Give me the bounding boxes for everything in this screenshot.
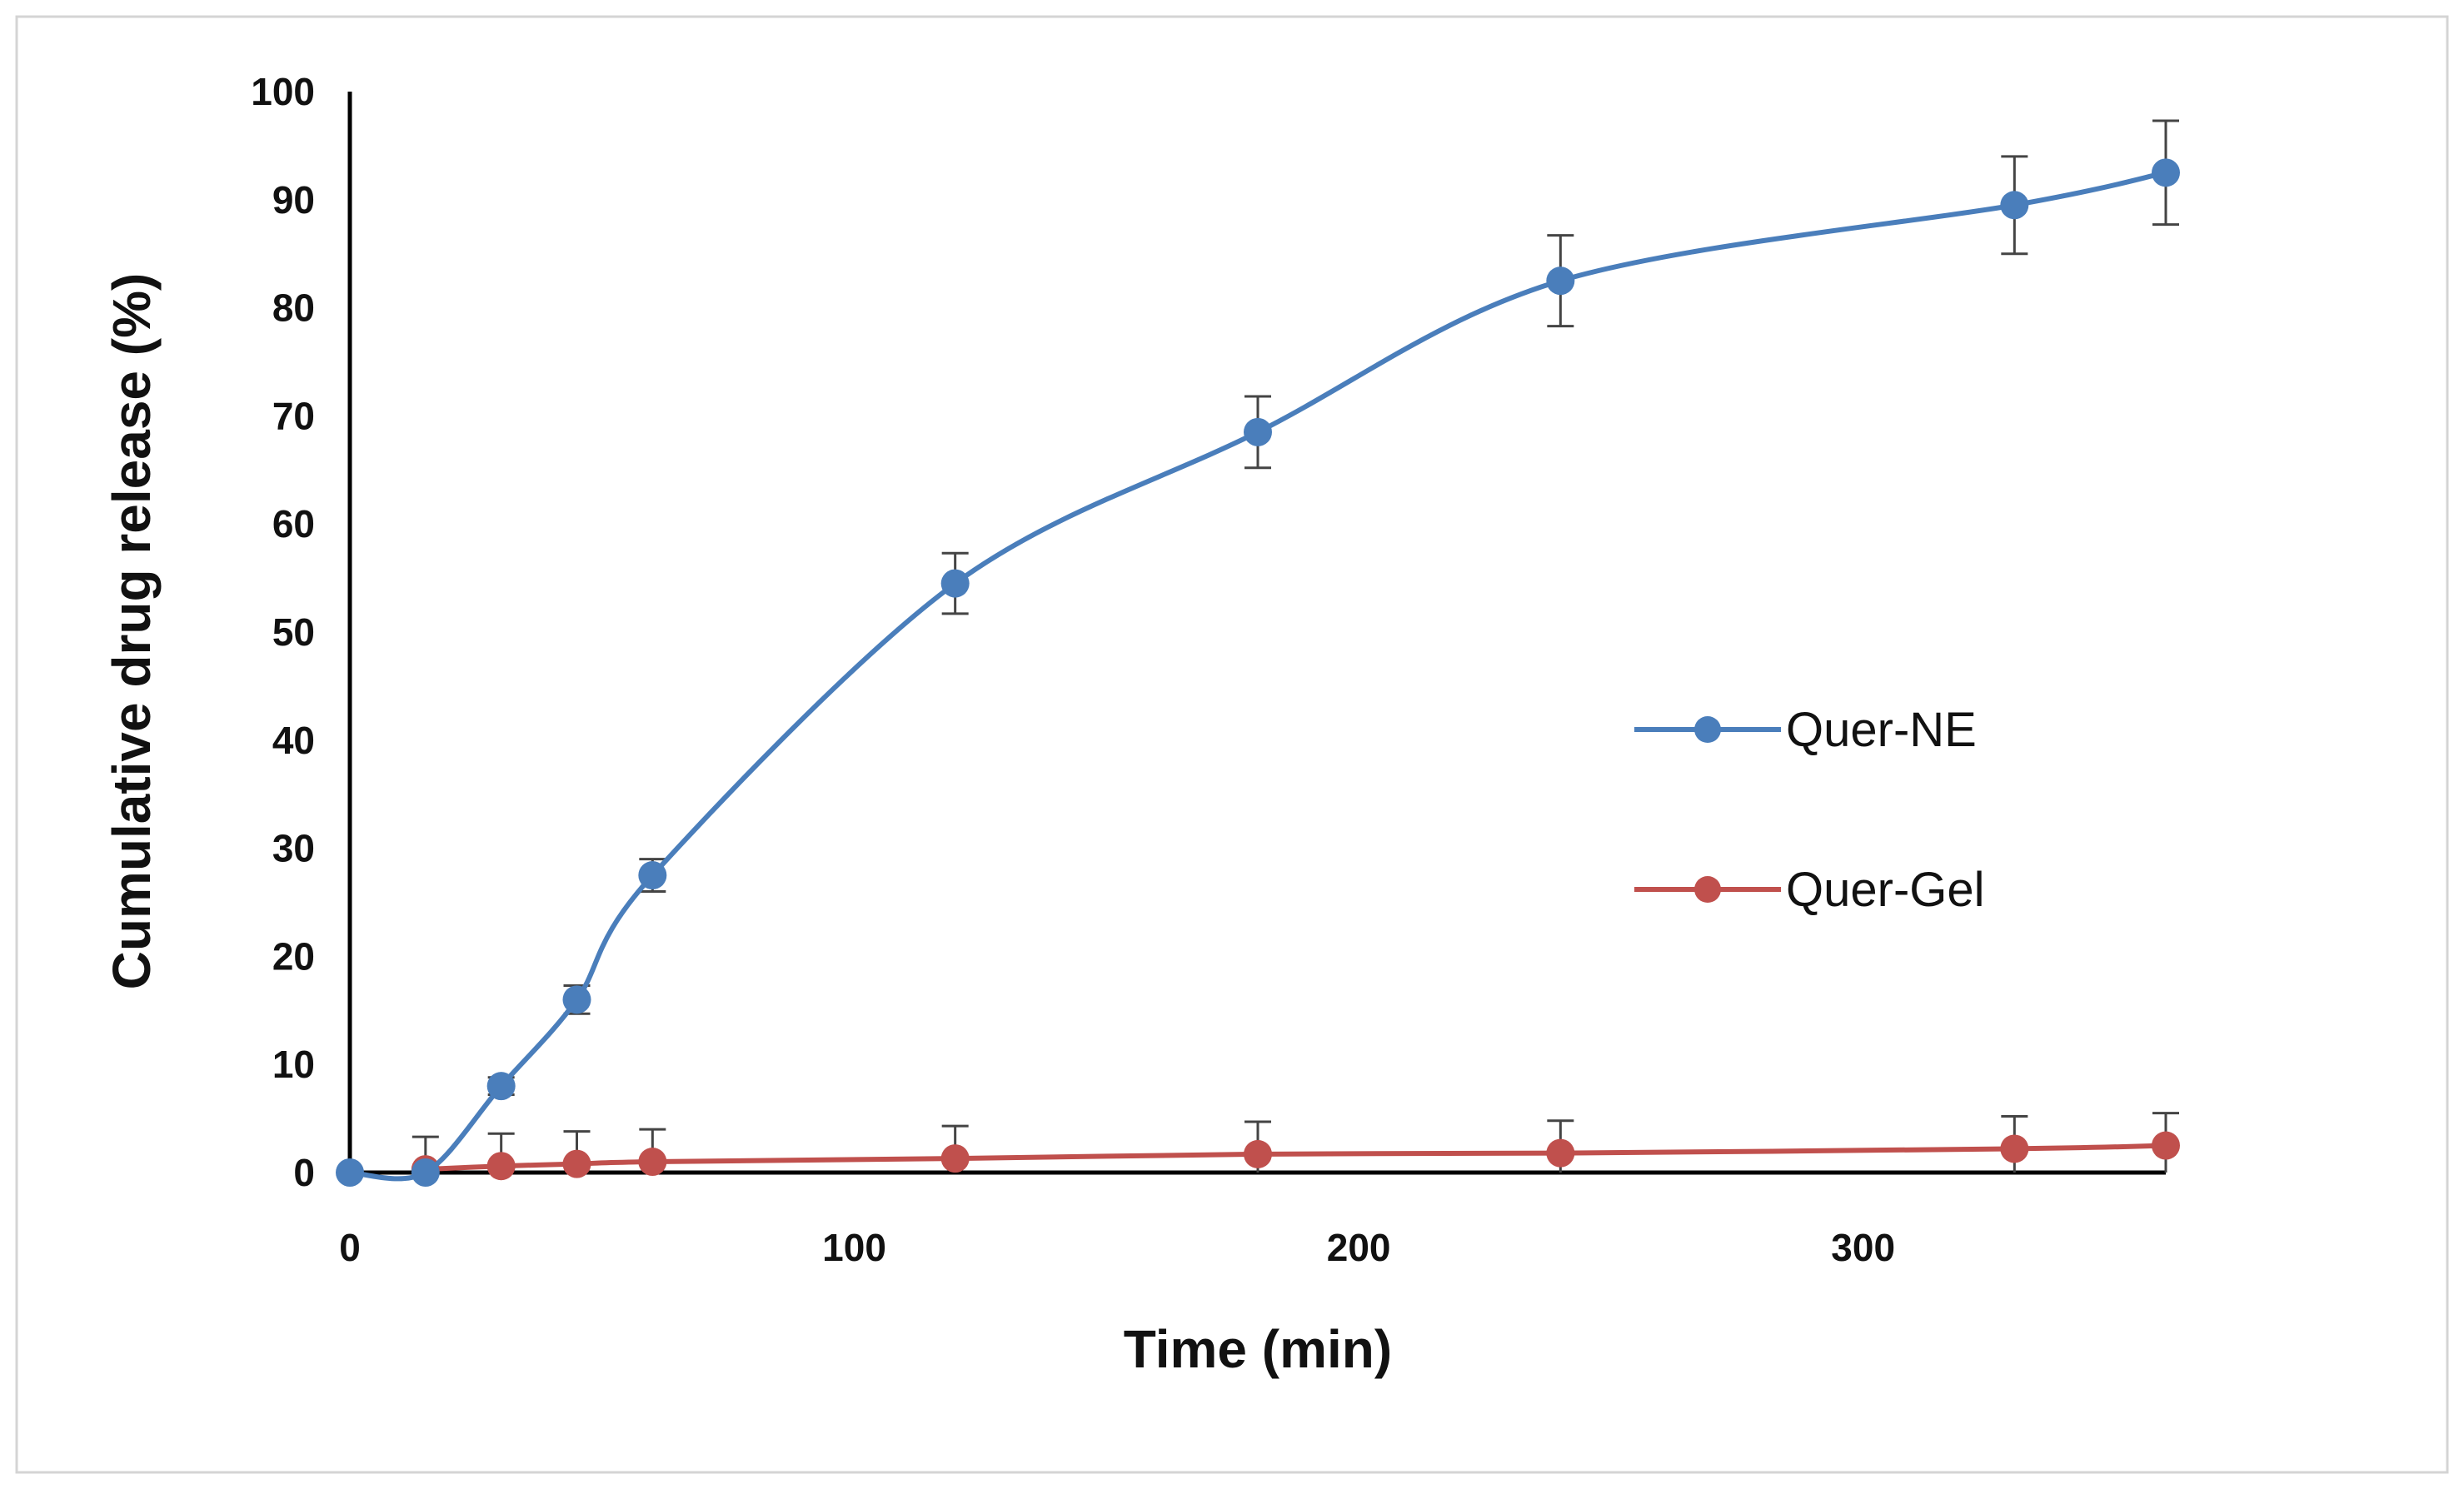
data-point	[562, 1149, 591, 1178]
data-point	[411, 1158, 440, 1187]
data-point	[638, 861, 667, 890]
data-point	[2000, 1134, 2029, 1163]
y-tick-label: 50	[272, 610, 315, 654]
y-axis-title: Cumulative drug release (%)	[102, 273, 162, 990]
y-tick-label: 10	[272, 1043, 315, 1086]
data-point	[336, 1158, 364, 1187]
y-tick-label: 90	[272, 178, 315, 222]
y-tick-label: 100	[251, 70, 315, 113]
x-tick-label: 100	[822, 1226, 886, 1269]
legend-marker-quer-gel	[1694, 876, 1721, 903]
series-quer-ne	[336, 119, 2180, 1187]
data-point	[1244, 417, 1272, 446]
data-point	[562, 985, 591, 1014]
data-point	[1546, 266, 1575, 296]
x-axis-title: Time (min)	[1124, 1319, 1392, 1379]
data-point	[638, 1148, 667, 1177]
series-quer-gel	[411, 1112, 2180, 1184]
data-point	[2000, 191, 2029, 220]
y-tick-label: 80	[272, 286, 315, 330]
x-tick-label: 0	[339, 1226, 361, 1269]
plot-series	[336, 119, 2180, 1187]
y-axis: 0 10 20 30 40 50 60 70 80 90 100	[251, 70, 352, 1194]
x-tick-label: 300	[1831, 1226, 1895, 1269]
y-tick-label: 0	[293, 1151, 315, 1194]
data-point	[2152, 158, 2180, 187]
data-point	[940, 569, 970, 598]
y-tick-label: 20	[272, 934, 315, 978]
data-point	[486, 1072, 516, 1101]
data-point	[940, 1144, 970, 1173]
legend: Quer-NE Quer-Gel	[1634, 703, 1985, 917]
x-tick-label: 200	[1327, 1226, 1391, 1269]
data-point	[486, 1152, 516, 1181]
y-tick-label: 70	[272, 394, 315, 437]
y-tick-label: 30	[272, 827, 315, 870]
data-point	[1546, 1138, 1575, 1168]
legend-marker-quer-ne	[1694, 716, 1721, 743]
y-tick-label: 40	[272, 719, 315, 762]
legend-label-quer-gel: Quer-Gel	[1786, 863, 1985, 917]
legend-label-quer-ne: Quer-NE	[1786, 703, 1977, 757]
data-point	[1244, 1139, 1272, 1168]
figure-border	[15, 15, 2449, 1474]
data-point	[2152, 1131, 2180, 1160]
y-tick-label: 60	[272, 502, 315, 545]
